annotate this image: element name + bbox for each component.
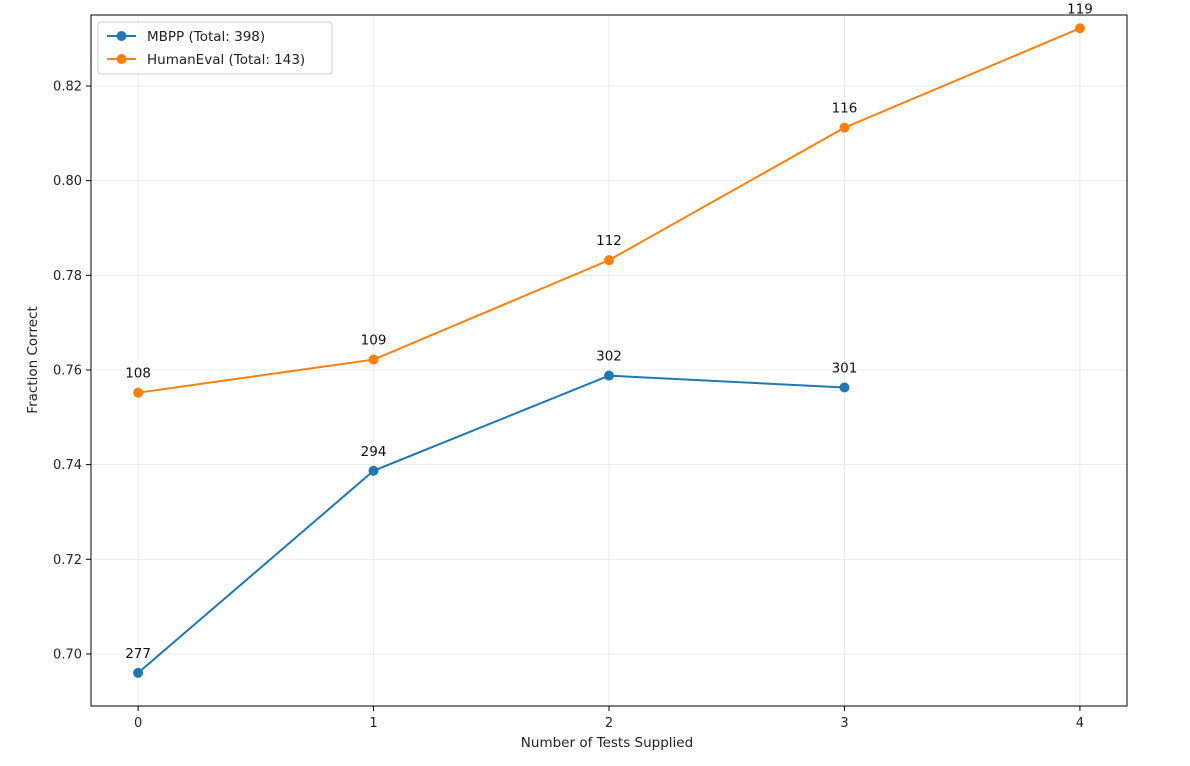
y-tick-label: 0.70	[53, 647, 82, 662]
data-label: 112	[596, 233, 622, 249]
data-point	[839, 382, 850, 393]
data-label: 302	[596, 349, 622, 365]
x-tick-label: 4	[1076, 716, 1084, 731]
x-axis-label: Number of Tests Supplied	[521, 735, 693, 751]
x-tick-label: 3	[840, 716, 848, 731]
grid	[91, 15, 1127, 706]
legend-entry: MBPP (Total: 398)	[147, 29, 265, 45]
data-point	[368, 354, 379, 365]
y-tick-label: 0.80	[53, 174, 82, 189]
x-tick-label: 0	[134, 716, 142, 731]
series-line	[137, 374, 845, 674]
legend-marker	[116, 31, 127, 41]
data-point	[1074, 23, 1085, 34]
data-label: 109	[361, 333, 387, 349]
y-tick-label: 0.76	[53, 363, 82, 378]
y-axis-label: Fraction Correct	[25, 306, 41, 413]
legend-entry: HumanEval (Total: 143)	[147, 52, 305, 68]
data-label: 277	[125, 646, 151, 662]
series	[133, 23, 1085, 678]
data-label: 301	[832, 360, 858, 376]
data-point	[133, 387, 144, 398]
data-point	[604, 370, 614, 381]
y-tick-label: 0.82	[53, 79, 82, 94]
data-point	[368, 465, 379, 476]
legend-box	[97, 21, 333, 75]
x-tick-label: 1	[369, 716, 377, 731]
data-point	[839, 122, 850, 133]
legend: MBPP (Total: 398) HumanEval (Total: 143)	[97, 21, 333, 75]
data-label: 294	[361, 444, 387, 460]
y-tick-label: 0.74	[53, 458, 82, 473]
data-label: 119	[1067, 1, 1093, 17]
data-point	[604, 255, 614, 266]
data-labels: 277 294 302 301 108 109 112 116 119	[125, 1, 1093, 662]
legend-marker	[116, 54, 127, 64]
y-tick-label: 0.78	[53, 269, 82, 284]
y-tick-label: 0.72	[53, 553, 82, 568]
x-tick-label: 2	[605, 716, 613, 731]
data-point	[133, 667, 144, 678]
axes: 0 1 2 3 4 0.70 0.72 0.74 0.76 0.78 0.80 0.82	[53, 14, 1128, 731]
data-label: 116	[832, 101, 858, 117]
data-label: 108	[125, 366, 151, 382]
